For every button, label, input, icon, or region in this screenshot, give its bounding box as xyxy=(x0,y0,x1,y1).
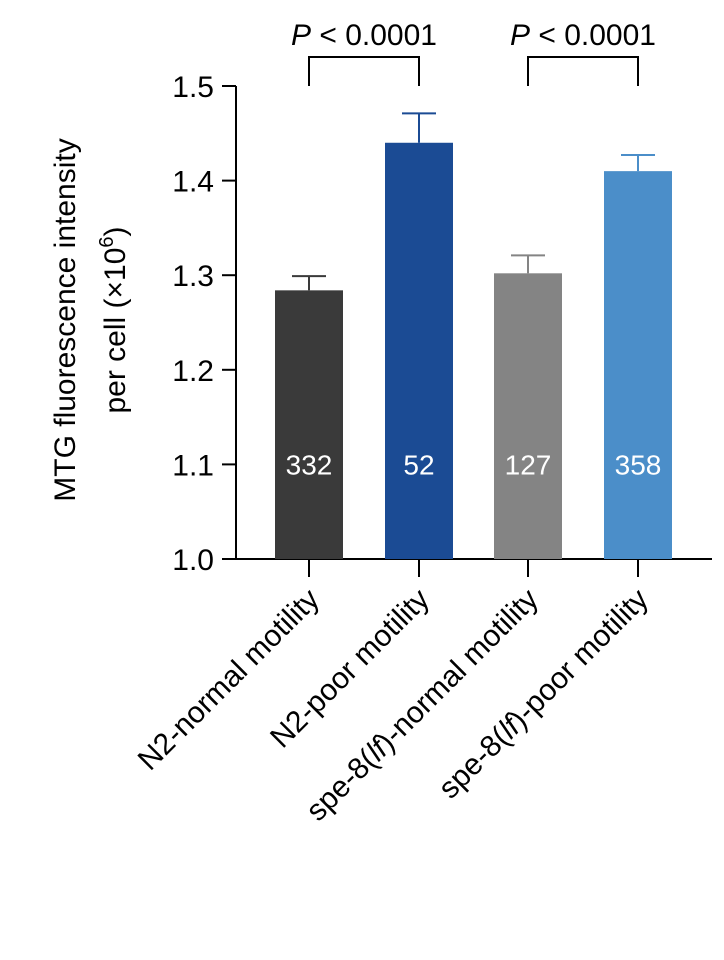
n-labels: 332 52 127 358 xyxy=(286,449,662,480)
error-bars xyxy=(292,112,655,291)
x-tick-label: N2-normal motility xyxy=(132,583,326,777)
bar xyxy=(604,171,672,559)
x-tick-label-part: N2-normal motility xyxy=(132,583,326,777)
p-value-label: P < 0.0001 xyxy=(510,19,656,52)
significance-bracket: P < 0.0001 xyxy=(291,19,437,86)
x-axis xyxy=(235,558,712,577)
y-tick-label: 1.1 xyxy=(172,449,214,482)
y-tick-label: 1.2 xyxy=(172,355,214,388)
error-bar xyxy=(621,154,655,172)
y-tick-label: 1.0 xyxy=(172,544,214,577)
bar-n-label: 127 xyxy=(505,449,552,480)
y-axis-label-line1: MTG fluorescence intensity xyxy=(49,138,82,501)
bar xyxy=(275,290,343,559)
bar-n-label: 358 xyxy=(615,449,662,480)
x-tick-label: spe-8(lf)-poor motility xyxy=(432,583,655,806)
error-bar xyxy=(511,254,545,274)
y-axis-label-line2: per cell (×106) xyxy=(96,226,132,413)
y-axis-label: MTG fluorescence intensity per cell (×106… xyxy=(49,138,132,501)
y-tick-label: 1.4 xyxy=(172,166,214,199)
p-value: < 0.0001 xyxy=(311,19,437,52)
bars xyxy=(275,142,672,559)
y-axis-label-text: per cell (×10 xyxy=(99,248,132,414)
y-axis: 1.0 1.1 1.2 1.3 1.4 1.5 xyxy=(172,71,237,577)
x-tick-label-part: spe-8( xyxy=(300,744,383,827)
bar-n-label: 52 xyxy=(403,449,434,480)
error-bar xyxy=(292,275,326,291)
error-bar xyxy=(402,112,436,143)
p-symbol: P xyxy=(291,19,311,52)
p-value-label: P < 0.0001 xyxy=(291,19,437,52)
x-tick-label-part: spe-8( xyxy=(432,722,515,805)
p-symbol: P xyxy=(510,19,530,52)
y-tick-label: 1.3 xyxy=(172,260,214,293)
significance-brackets: P < 0.0001 P < 0.0001 xyxy=(291,19,656,86)
y-axis-label-superscript: 6 xyxy=(96,236,118,247)
y-axis-label-text: ) xyxy=(99,226,132,236)
p-value: < 0.0001 xyxy=(530,19,656,52)
bar xyxy=(385,142,453,559)
bar-n-label: 332 xyxy=(286,449,333,480)
y-tick-label: 1.5 xyxy=(172,71,214,104)
bracket-line xyxy=(308,56,420,86)
significance-bracket: P < 0.0001 xyxy=(510,19,656,86)
bar xyxy=(494,273,562,559)
bracket-line xyxy=(527,56,639,86)
